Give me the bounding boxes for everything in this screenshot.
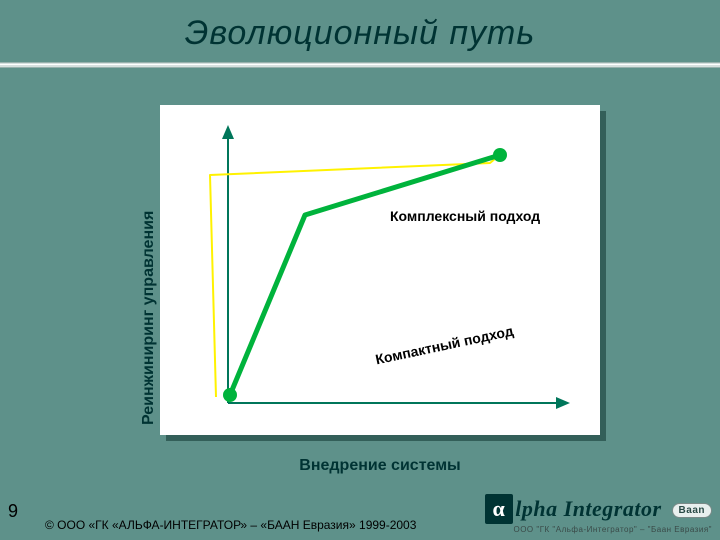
title-divider — [0, 62, 720, 68]
series-label-complex: Комплексный подход — [390, 208, 540, 224]
logo-text: αlpha Integrator Baan — [485, 496, 713, 521]
chart-area: Комплексный подход Компактный подход — [160, 105, 600, 435]
logo-sub: ООО "ГК "Альфа-Интегратор" – "Баан Евраз… — [485, 525, 713, 534]
x-axis-label: Внедрение системы — [160, 457, 600, 475]
logo: αlpha Integrator Baan ООО "ГК "Альфа-Инт… — [485, 494, 713, 534]
slide-number: 9 — [8, 501, 18, 522]
chart-svg — [160, 105, 600, 435]
baan-badge: Baan — [672, 503, 712, 518]
copyright-text: © ООО «ГК «АЛЬФА-ИНТЕГРАТОР» – «БААН Евр… — [45, 518, 416, 532]
slide: Эволюционный путь Реинжиниринг управлени… — [0, 0, 720, 540]
y-axis-label: Реинжиниринг управления — [140, 211, 158, 425]
alpha-icon: α — [485, 494, 514, 524]
slide-title: Эволюционный путь — [0, 14, 720, 53]
